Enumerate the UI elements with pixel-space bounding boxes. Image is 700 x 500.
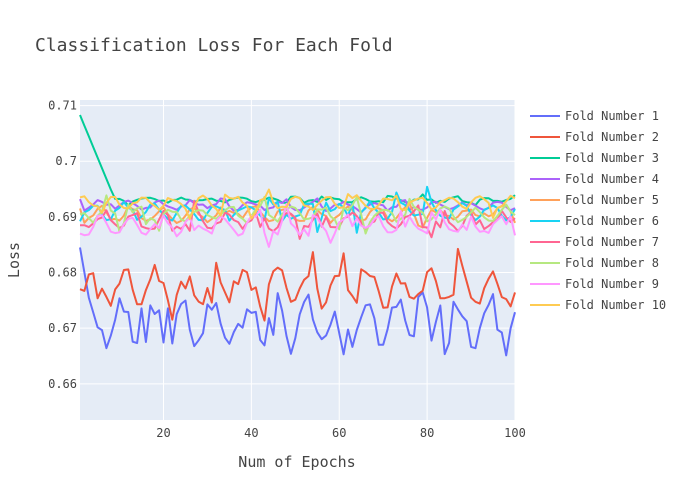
- series-line-fold-2: [79, 247, 516, 322]
- y-tick-label: 0.69: [48, 210, 77, 224]
- y-tick-label: 0.67: [48, 321, 77, 335]
- legend-label: Fold Number 8: [565, 256, 659, 270]
- x-tick-label: 100: [504, 426, 526, 440]
- series-line-fold-9: [79, 202, 516, 248]
- x-axis-title: Num of Epochs: [238, 453, 355, 471]
- series-line-fold-1: [79, 247, 516, 357]
- grid-layer: [80, 100, 516, 420]
- series-line-fold-7: [80, 199, 516, 240]
- legend-label: Fold Number 5: [565, 193, 659, 207]
- legend: Fold Number 1 Fold Number 2 Fold Number 3 F…: [530, 109, 666, 312]
- series-layer: [79, 114, 516, 357]
- legend-label: Fold Number 3: [565, 151, 659, 165]
- x-tick-label: 40: [244, 426, 258, 440]
- series-line-fold-5: [79, 202, 516, 229]
- x-axis-ticks: 20 40 60 80 100: [156, 426, 526, 440]
- series-line-fold-10: [79, 188, 516, 221]
- y-axis-title: Loss: [5, 242, 23, 278]
- series-line-fold-8: [79, 194, 516, 235]
- legend-label: Fold Number 4: [565, 172, 659, 186]
- x-tick-label: 20: [156, 426, 170, 440]
- plot-background: [80, 100, 515, 420]
- legend-label: Fold Number 10: [565, 298, 666, 312]
- y-tick-label: 0.71: [48, 99, 77, 113]
- legend-label: Fold Number 9: [565, 277, 659, 291]
- x-tick-label: 80: [420, 426, 434, 440]
- y-tick-label: 0.7: [55, 154, 77, 168]
- y-tick-label: 0.66: [48, 377, 77, 391]
- legend-label: Fold Number 1: [565, 109, 659, 123]
- legend-label: Fold Number 6: [565, 214, 659, 228]
- y-tick-label: 0.68: [48, 266, 77, 280]
- legend-label: Fold Number 2: [565, 130, 659, 144]
- y-axis-ticks: 0.66 0.67 0.68 0.69 0.7 0.71: [48, 99, 77, 391]
- legend-label: Fold Number 7: [565, 235, 659, 249]
- x-tick-label: 60: [332, 426, 346, 440]
- chart-title: Classification Loss For Each Fold: [35, 35, 393, 56]
